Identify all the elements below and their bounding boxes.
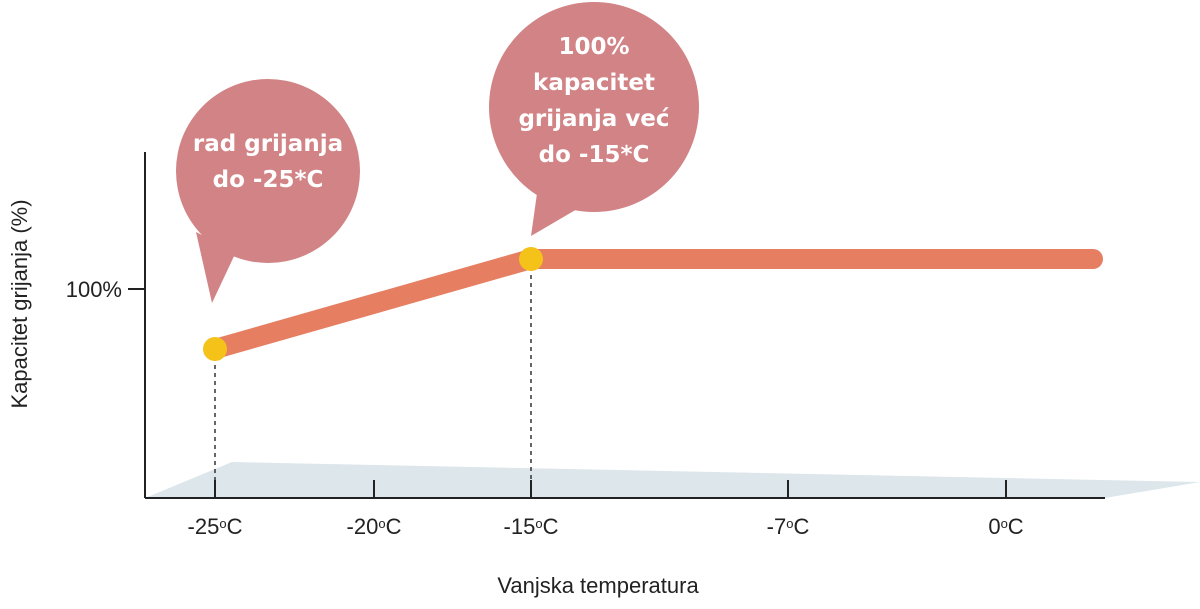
- x-tick-label: -25oC: [188, 514, 243, 539]
- y-tick-label: 100%: [66, 277, 122, 302]
- bubble-text-line: kapacitet: [533, 70, 655, 96]
- bubble-text-line: rad grijanja: [193, 131, 343, 157]
- x-tick-label: 0oC: [988, 514, 1023, 539]
- annotation-bubble: 100% kapacitet grijanja već do -15*C: [489, 2, 699, 236]
- x-tick-label: -7oC: [767, 514, 810, 539]
- bubble-text-line: do -15*C: [539, 142, 650, 168]
- bubble-text-line: grijanja već: [518, 106, 669, 132]
- x-axis-title: Vanjska temperatura: [497, 573, 699, 598]
- floor-plane: [145, 462, 1200, 498]
- series-line: [205, 249, 1103, 359]
- bubble-circle: [176, 79, 360, 263]
- y-axis-title: Kapacitet grijanja (%): [7, 199, 32, 408]
- bubble-text-line: 100%: [558, 34, 629, 60]
- annotation-bubble: rad grijanja do -25*C: [176, 79, 360, 303]
- x-tick-label: -20oC: [347, 514, 402, 539]
- bubble-text-line: do -25*C: [213, 167, 324, 193]
- bubble-circle: [489, 2, 699, 212]
- highlight-point: [519, 247, 543, 271]
- x-tick-label: -15oC: [504, 514, 559, 539]
- highlight-point: [203, 337, 227, 361]
